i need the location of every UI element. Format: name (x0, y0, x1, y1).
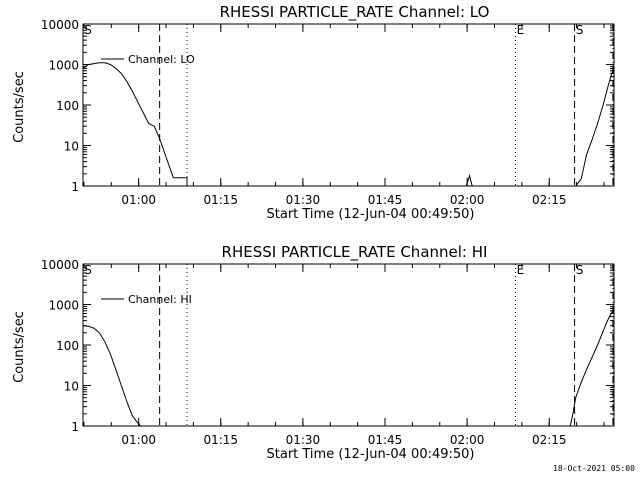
y-tick-label: 1000 (48, 299, 79, 313)
y-tick-label: 10000 (41, 258, 79, 272)
event-marker-label: E (517, 23, 525, 37)
data-series (83, 307, 614, 426)
x-axis-label: Start Time (12-Jun-04 00:49:50) (267, 447, 475, 462)
x-tick-label: 02:15 (532, 193, 567, 207)
x-tick-label: 01:15 (203, 433, 238, 447)
y-axis-label: Counts/sec (12, 71, 27, 143)
event-marker-label: S (576, 23, 584, 37)
x-tick-label: 01:45 (368, 433, 403, 447)
x-tick-label: 02:00 (450, 193, 485, 207)
x-tick-label: 01:00 (121, 193, 156, 207)
x-tick-label: 02:00 (450, 433, 485, 447)
legend-label: Channel: LO (128, 53, 195, 66)
x-axis-label: Start Time (12-Jun-04 00:49:50) (267, 207, 475, 222)
x-tick-label: 01:15 (203, 193, 238, 207)
y-tick-label: 100 (56, 339, 79, 353)
series-line-segment (569, 307, 614, 426)
legend-label: Channel: HI (128, 293, 192, 306)
series-line-segment (83, 62, 188, 186)
x-tick-label: 01:30 (286, 433, 321, 447)
data-series (83, 62, 614, 186)
y-tick-label: 10 (64, 140, 79, 154)
y-axis-label: Counts/sec (12, 311, 27, 383)
plot-frame (82, 23, 615, 187)
chart-title: RHESSI PARTICLE_RATE Channel: HI (222, 243, 488, 262)
y-tick-label: 1000 (48, 59, 79, 73)
event-marker-label: S (84, 23, 92, 37)
y-tick-label: 10000 (41, 18, 79, 32)
x-tick-label: 01:45 (368, 193, 403, 207)
plot-frame (82, 263, 615, 427)
y-tick-label: 10 (64, 380, 79, 394)
x-tick-label: 01:30 (286, 193, 321, 207)
x-tick-label: 01:00 (121, 433, 156, 447)
series-line-segment (465, 173, 473, 186)
y-tick-label: 100 (56, 99, 79, 113)
event-marker-label: S (84, 263, 92, 277)
y-tick-label: 1 (71, 180, 79, 194)
event-marker-label: S (576, 263, 584, 277)
event-marker-label: E (517, 263, 525, 277)
series-line-segment (83, 325, 141, 426)
y-tick-label: 1 (71, 420, 79, 434)
generation-timestamp: 18-Oct-2021 05:00 (553, 464, 635, 473)
series-line-segment (575, 65, 614, 186)
chart-title: RHESSI PARTICLE_RATE Channel: LO (220, 3, 490, 22)
x-tick-label: 02:15 (532, 433, 567, 447)
